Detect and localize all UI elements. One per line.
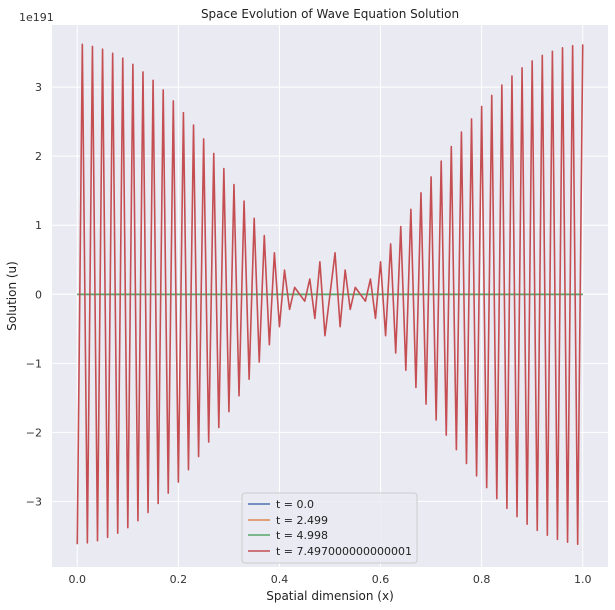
y-tick-labels: −3 −2 −1 0 1 2 3: [26, 81, 42, 508]
x-tick-label: 0.6: [372, 573, 390, 586]
x-tick-labels: 0.0 0.2 0.4 0.6 0.8 1.0: [69, 573, 592, 586]
legend-label-t4998: t = 4.998: [276, 529, 328, 542]
y-tick-label: 0: [35, 288, 42, 301]
legend-label-t2499: t = 2.499: [276, 514, 328, 527]
y-tick-label: 1: [35, 219, 42, 232]
x-tick-label: 0.4: [271, 573, 289, 586]
x-tick-label: 0.0: [69, 573, 87, 586]
legend-box: [241, 492, 418, 564]
y-tick-label: 2: [35, 150, 42, 163]
y-tick-label: 3: [35, 81, 42, 94]
x-tick-label: 0.2: [170, 573, 188, 586]
y-offset-text: 1e191: [19, 11, 54, 24]
legend: t = 0.0 t = 2.499 t = 4.998 t = 7.497000…: [241, 492, 418, 564]
y-tick-label: −1: [26, 357, 42, 370]
legend-label-t0: t = 0.0: [276, 498, 314, 511]
y-tick-label: −3: [26, 495, 42, 508]
chart-title: Space Evolution of Wave Equation Solutio…: [201, 7, 459, 21]
y-axis-label: Solution (u): [5, 261, 19, 331]
series-line-3: [76, 43, 584, 546]
series-lines: [76, 43, 584, 546]
x-tick-label: 1.0: [574, 573, 592, 586]
legend-label-t7497: t = 7.497000000000001: [276, 545, 412, 558]
x-axis-label: Spatial dimension (x): [266, 589, 394, 603]
y-tick-label: −2: [26, 426, 42, 439]
x-tick-label: 0.8: [473, 573, 491, 586]
